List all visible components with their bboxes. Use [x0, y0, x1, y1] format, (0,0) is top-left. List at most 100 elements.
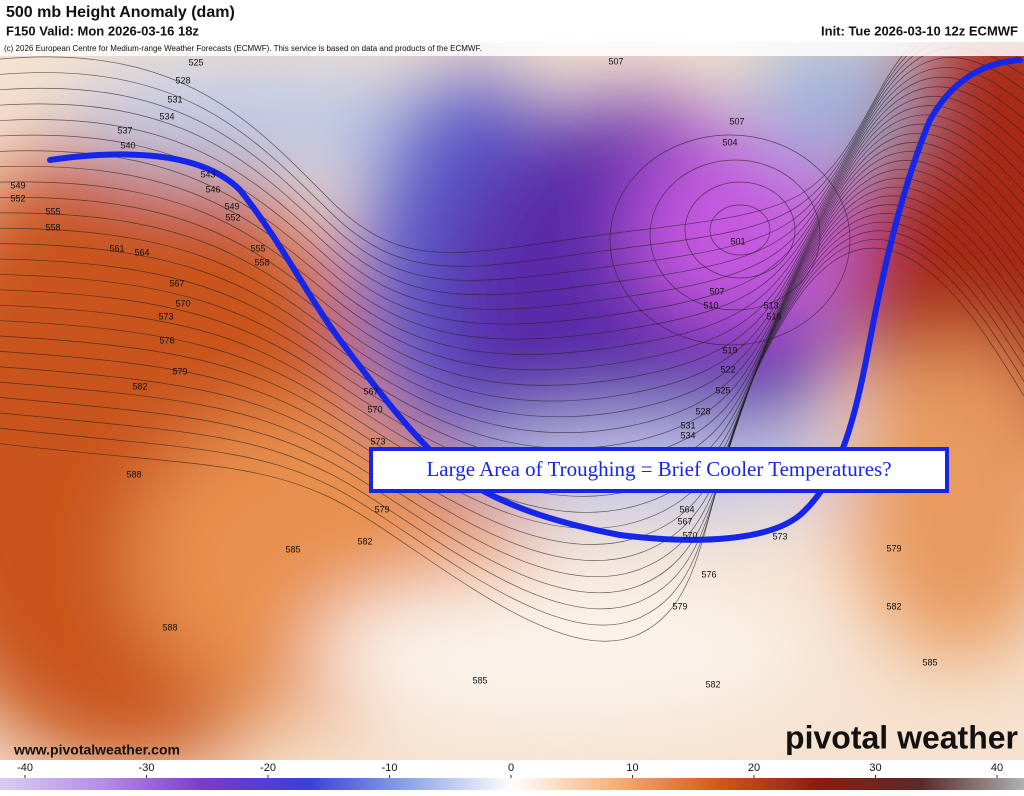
colorbar-tick-label: 30	[869, 762, 881, 774]
contour-label: 558	[254, 257, 269, 267]
contour	[0, 105, 1024, 386]
contour-label: 543	[200, 169, 215, 179]
colorbar-tick-label: 0	[508, 762, 514, 774]
colorbar-tick-label: 40	[991, 762, 1003, 774]
colorbar-scale	[0, 778, 1024, 790]
contour	[0, 47, 1024, 296]
valid-time: F150 Valid: Mon 2026-03-16 18z	[6, 23, 199, 38]
title: 500 mb Height Anomaly (dam)	[6, 4, 235, 21]
contour-label: 576	[159, 335, 174, 345]
contour-label: 579	[172, 366, 187, 376]
contour	[0, 76, 1024, 340]
brand: pivotal weather	[785, 719, 1018, 755]
contour-label: 585	[285, 544, 300, 554]
contour-label: 525	[715, 385, 730, 395]
contour-label: 570	[175, 298, 190, 308]
contour-label: 525	[188, 57, 203, 67]
annotation-box	[369, 447, 949, 493]
contour	[0, 57, 1024, 310]
site-url: www.pivotalweather.com	[13, 742, 180, 758]
contour	[0, 221, 1024, 594]
colorbar: -40 -30 -20 -10 0 10 20 30 40	[0, 762, 1024, 790]
contour-label: 531	[167, 94, 182, 104]
contour-label: 528	[695, 406, 710, 416]
contour-label: 534	[159, 111, 174, 121]
contour-label: 534	[680, 430, 695, 440]
contour-label: 549	[10, 180, 25, 190]
contour-label: 579	[672, 601, 687, 611]
contour	[709, 204, 771, 256]
contour-label: 531	[680, 420, 695, 430]
credit-bg	[0, 42, 1024, 56]
contour-label: 567	[169, 278, 184, 288]
colorbar-tick-label: -30	[139, 762, 155, 774]
contour-label: 588	[162, 622, 177, 632]
contour-label: 501	[730, 236, 745, 246]
contour	[649, 159, 821, 311]
contour	[0, 230, 1024, 610]
contour	[0, 177, 1024, 513]
contour	[0, 213, 1024, 578]
contour-label: 576	[701, 569, 716, 579]
contour	[0, 142, 1024, 449]
contour-label: 504	[722, 137, 737, 147]
contour-label: 570	[682, 530, 697, 540]
contour-label: 546	[205, 184, 220, 194]
contour-label: 507	[709, 286, 724, 296]
contour-label: 585	[472, 675, 487, 685]
colorbar-tick-label: -10	[382, 762, 398, 774]
contour-label: 513	[763, 300, 778, 310]
trough-line	[47, 57, 1023, 543]
contour-label: 549	[224, 201, 239, 211]
contour-label: 516	[766, 311, 781, 321]
contour-label: 567	[677, 516, 692, 526]
contour	[0, 186, 1024, 529]
contour-label: 564	[134, 247, 149, 257]
contour-label: 552	[225, 212, 240, 222]
contour	[0, 124, 1024, 418]
contour	[609, 134, 851, 346]
contour-label: 555	[45, 206, 60, 216]
contour	[0, 133, 1024, 434]
contour-label: 582	[132, 381, 147, 391]
contour-label: 579	[886, 543, 901, 553]
contour	[0, 239, 1024, 626]
contour	[0, 86, 1024, 355]
colorbar-tick-label: 20	[748, 762, 760, 774]
contour	[0, 42, 916, 253]
contour-label: 507	[608, 56, 623, 66]
contour-label: 573	[158, 311, 173, 321]
contour-label: 579	[374, 504, 389, 514]
contour-label: 561	[109, 243, 124, 253]
contour-label: 522	[720, 364, 735, 374]
contour-label: 528	[175, 75, 190, 85]
contour	[0, 95, 1024, 371]
contour	[684, 181, 796, 279]
colorbar-tick-label: -40	[17, 762, 33, 774]
init-time: Init: Tue 2026-03-10 12z ECMWF	[821, 23, 1018, 38]
contour-label: 507	[729, 116, 744, 126]
contour-label: 570	[367, 404, 382, 414]
contour-label: 555	[250, 243, 265, 253]
contour-label: 564	[679, 504, 694, 514]
contour-label: 567	[363, 386, 378, 396]
contour-label: 585	[922, 657, 937, 667]
contour-label: 582	[705, 679, 720, 689]
contour-label: 558	[45, 222, 60, 232]
contour-label: 573	[772, 531, 787, 541]
contour-label: 519	[722, 345, 737, 355]
credit: (c) 2026 European Centre for Medium-rang…	[4, 44, 482, 53]
contour	[0, 247, 1024, 642]
contour	[0, 204, 1024, 562]
contour	[0, 114, 1024, 402]
contour-label: 582	[886, 601, 901, 611]
contour-label: 510	[703, 300, 718, 310]
contour-label: 537	[117, 125, 132, 135]
contour-label: 588	[126, 469, 141, 479]
contour-label: 552	[10, 193, 25, 203]
colorbar-tick-label: -20	[260, 762, 276, 774]
contour-label: 573	[370, 436, 385, 446]
